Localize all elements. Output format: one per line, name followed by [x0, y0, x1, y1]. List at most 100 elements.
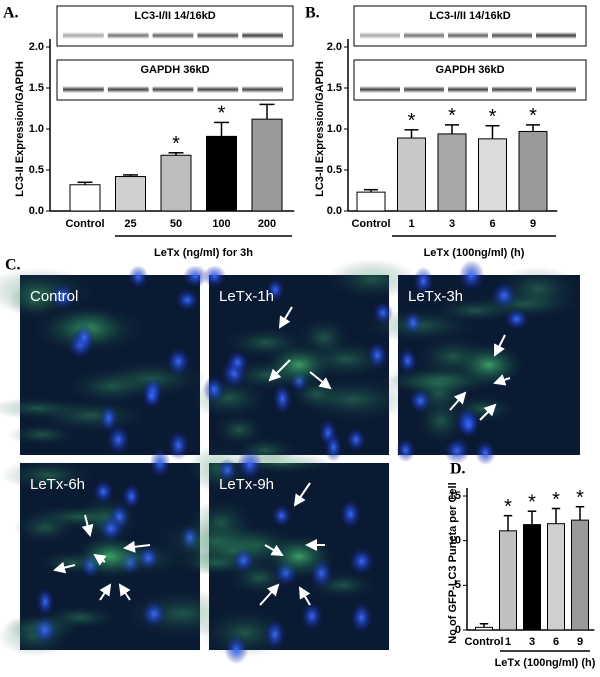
nucleus [182, 265, 208, 288]
arrow [449, 391, 467, 411]
blot [56, 5, 294, 47]
cell-body [264, 343, 334, 387]
cell-body [66, 368, 157, 404]
x-axis-label: LeTx (100ng/ml) (h) [495, 657, 596, 669]
arrow [53, 561, 76, 574]
band [63, 86, 104, 93]
band [492, 86, 532, 93]
band [107, 32, 149, 39]
panel-label: B. [305, 5, 320, 22]
panel-label: C. [5, 257, 21, 274]
bar [356, 191, 386, 212]
nucleus [444, 437, 470, 464]
nucleus [271, 504, 292, 527]
x-tick-label: 50 [170, 218, 182, 230]
band [492, 32, 532, 39]
y-tick-label: 1.5 [29, 82, 44, 94]
blot [56, 59, 294, 101]
arrow [309, 371, 332, 390]
x-tick-label: Control [464, 636, 503, 648]
nucleus [266, 277, 285, 302]
x-tick-label: 6 [553, 636, 559, 648]
bar [499, 530, 517, 631]
arrow [479, 403, 497, 421]
nucleus [166, 347, 191, 376]
nucleus [491, 281, 518, 309]
x-tick-label: 1 [408, 218, 414, 230]
nucleus [346, 427, 366, 452]
cell-body [1, 459, 94, 491]
y-tick-label: 2.0 [29, 41, 44, 53]
nucleus [475, 440, 496, 466]
nucleus [217, 458, 238, 482]
band [404, 86, 444, 93]
nucleus [396, 438, 416, 463]
bar [475, 626, 493, 631]
arrow [259, 583, 280, 606]
blot [353, 59, 587, 101]
nucleus [458, 259, 485, 292]
y-axis-label: No of GFP-LC3 Puncta per Cell [447, 482, 459, 643]
significance: * [552, 489, 560, 511]
x-tick-label: 6 [489, 218, 495, 230]
y-tick-label: 0.0 [29, 205, 44, 217]
arrow [493, 374, 511, 386]
image-label: LeTx-9h [219, 476, 274, 493]
bar [437, 133, 467, 212]
panel-label: D. [450, 461, 466, 478]
image-label: Control [30, 288, 78, 305]
y-tick-label: 5 [455, 579, 461, 591]
arrow [81, 514, 94, 537]
arrow [264, 544, 284, 557]
arrow [278, 306, 293, 329]
y-tick-label: 1.0 [327, 123, 342, 135]
blot-label: GAPDH 36kD [435, 64, 504, 76]
nucleus [106, 424, 131, 455]
nucleus [202, 375, 226, 404]
blot-label: GAPDH 36kD [140, 64, 209, 76]
x-axis-label: LeTx (100ng/ml) (h) [424, 247, 525, 259]
nucleus [99, 403, 119, 433]
blot [353, 5, 587, 47]
bar [571, 519, 589, 631]
arrow [298, 586, 311, 606]
y-tick-label: 0.5 [327, 164, 342, 176]
band [360, 86, 400, 93]
nucleus [458, 412, 480, 438]
significance: * [528, 491, 536, 513]
bar [206, 135, 237, 212]
arrow [494, 334, 506, 357]
band [242, 86, 283, 93]
significance: * [489, 106, 497, 128]
significance: * [504, 496, 512, 518]
nucleus [413, 266, 434, 296]
nucleus [272, 383, 292, 415]
arrow [99, 583, 112, 601]
bar [547, 523, 565, 631]
panel-label: A. [3, 5, 19, 22]
x-tick-label: 200 [258, 218, 276, 230]
x-tick-label: 3 [529, 636, 535, 648]
arrow [123, 540, 151, 553]
nucleus [504, 307, 529, 331]
bar [69, 184, 101, 212]
nucleus [324, 432, 343, 463]
nucleus [121, 483, 141, 510]
nucleus [231, 548, 256, 574]
cell-body [264, 534, 334, 579]
nucleus [339, 499, 362, 529]
band [448, 86, 488, 93]
nucleus [92, 479, 114, 504]
bar [115, 176, 146, 212]
nucleus [36, 587, 55, 617]
significance: * [529, 105, 537, 127]
nucleus [350, 601, 373, 634]
band [360, 32, 400, 39]
nucleus [301, 602, 323, 631]
nucleus [348, 547, 375, 576]
x-tick-label: 9 [530, 218, 536, 230]
bar [478, 138, 507, 212]
significance: * [448, 105, 456, 127]
cell-body [33, 399, 148, 432]
